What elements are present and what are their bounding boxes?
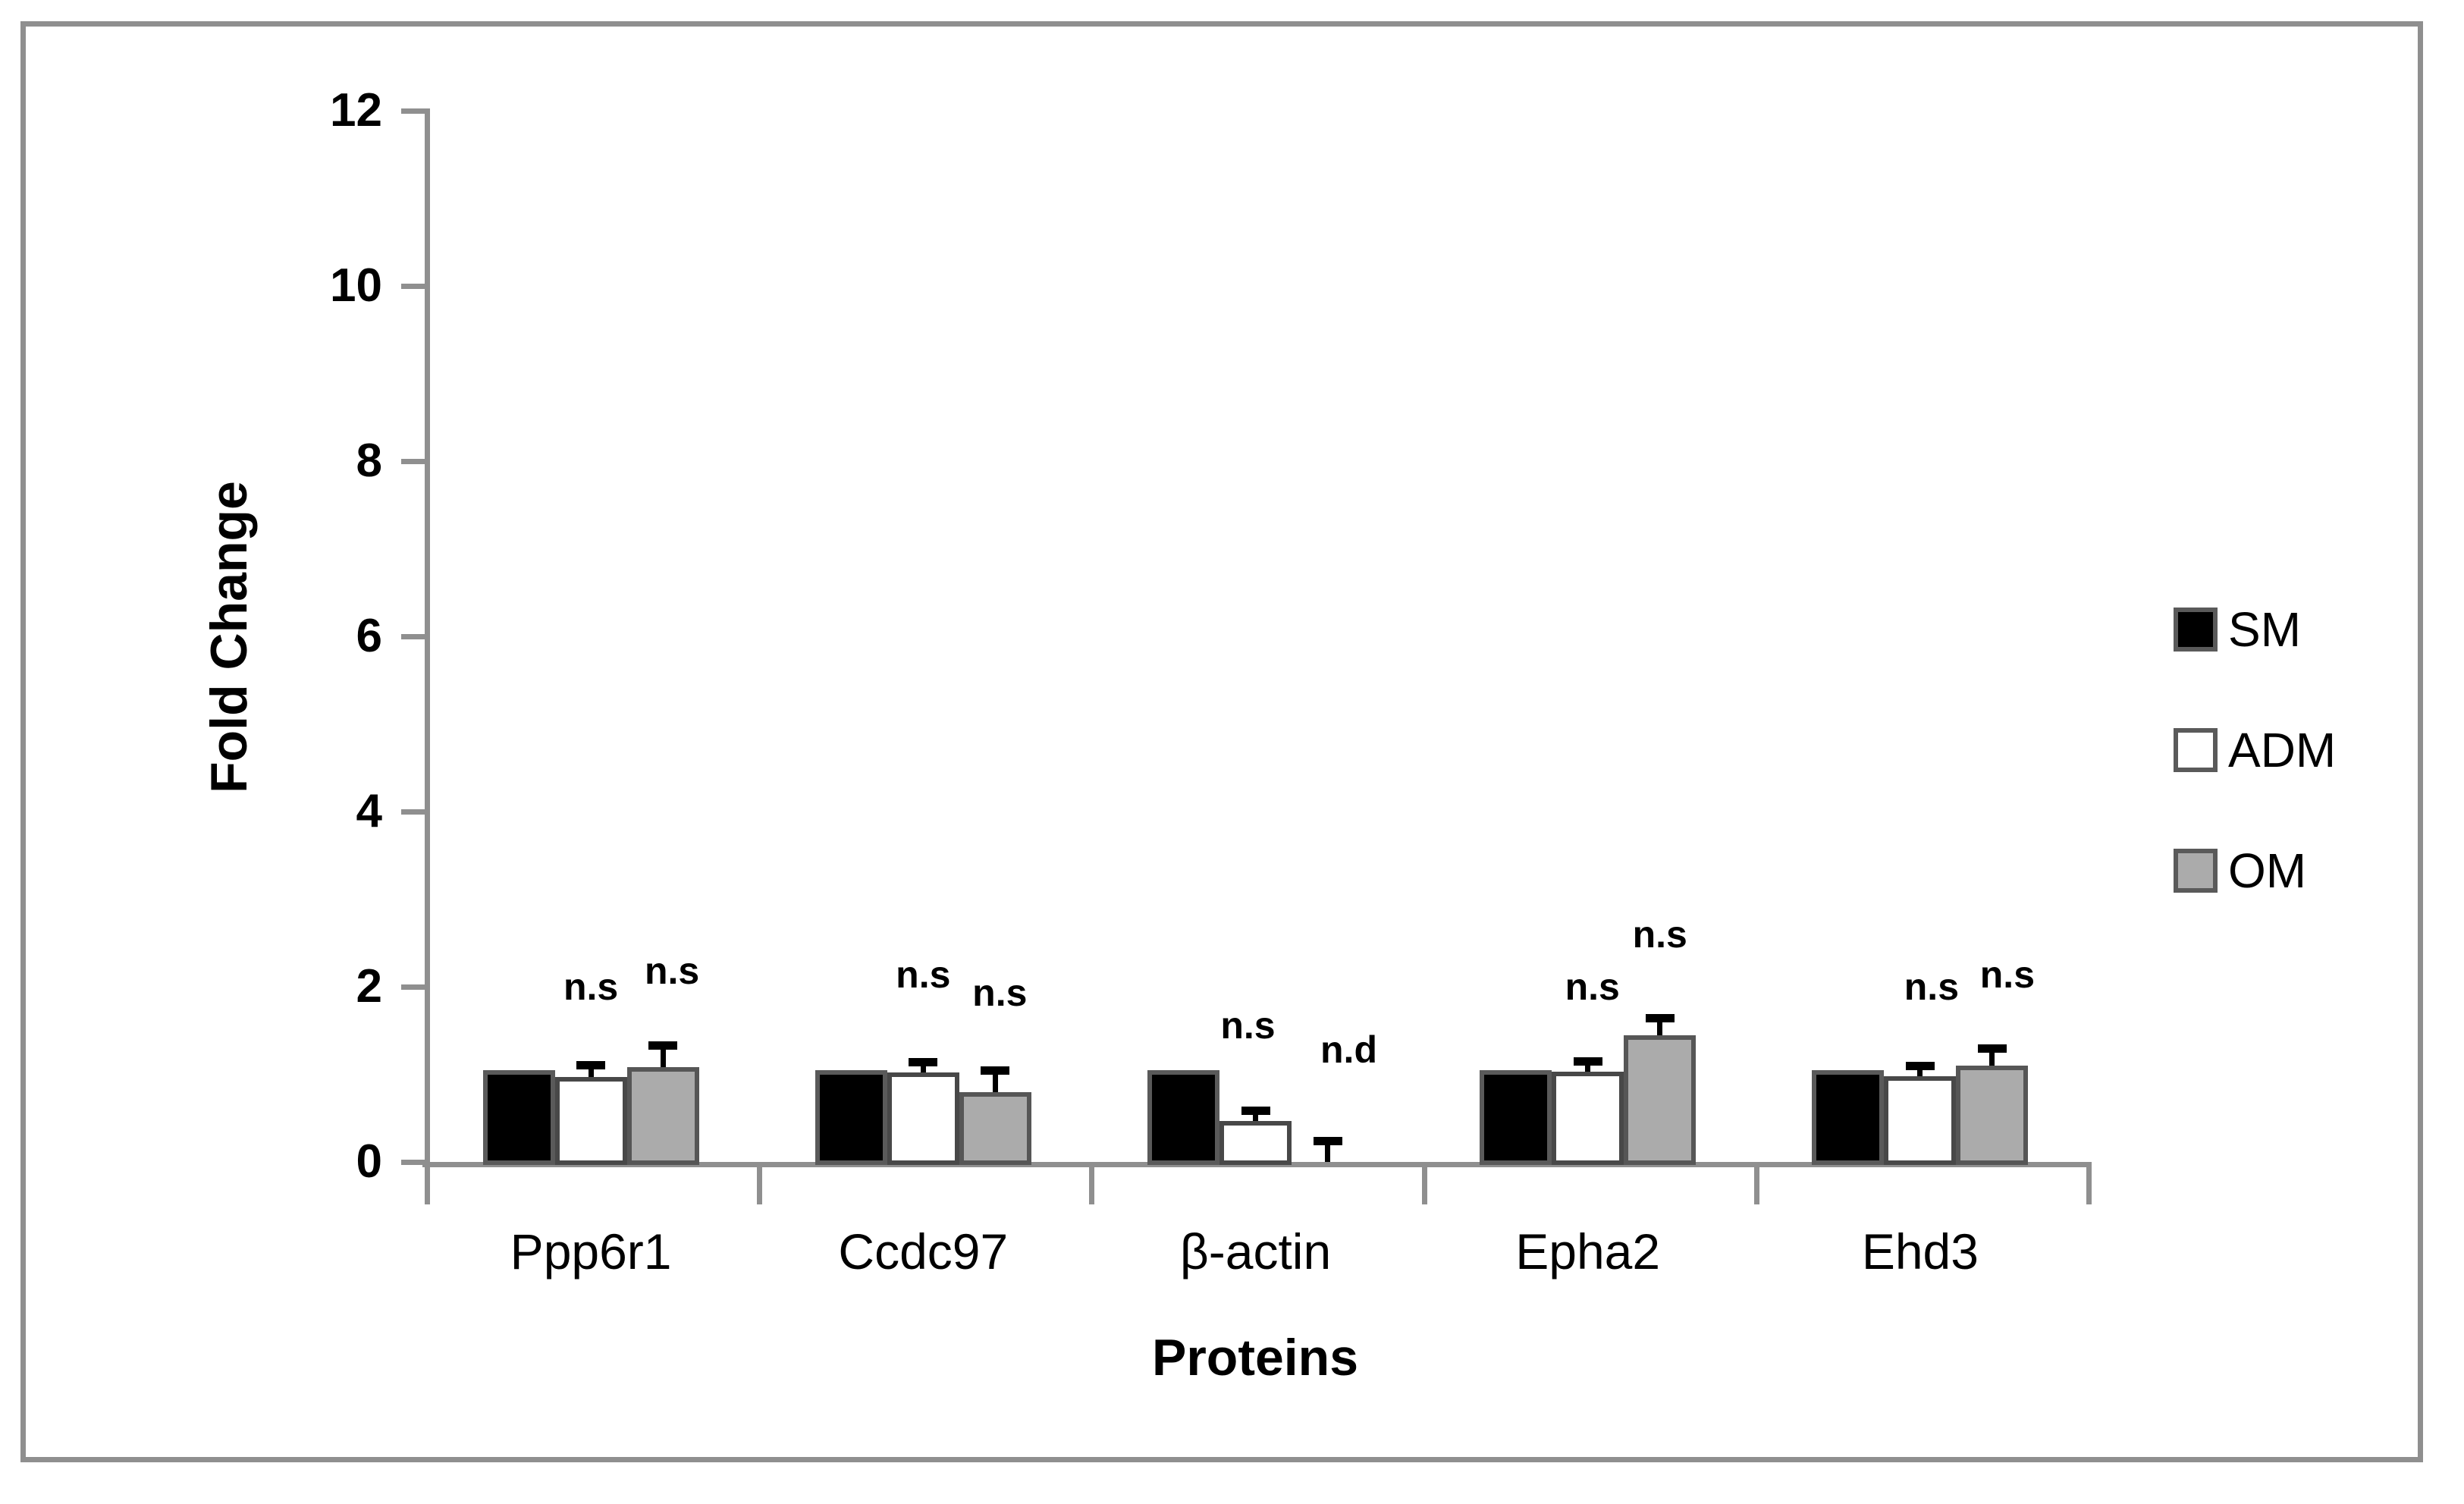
x-tick [2086,1167,2092,1204]
error-cap-OM-Ppp6r1 [648,1041,678,1050]
error-whisker-OM-Ehd3 [1989,1047,1995,1066]
annotation-ADM-Ppp6r1: n.s [563,966,619,1008]
annotation-OM-Ehd3: n.s [1979,953,2036,996]
error-cap-ADM-Ccdc97 [909,1058,938,1067]
annotation-ADM-Ehd3: n.s [1904,966,1960,1008]
error-cap-OM-Ccdc97 [981,1066,1010,1075]
error-whisker-ADM-β-actin [1253,1109,1258,1121]
x-axis-title: Proteins [1151,1329,1359,1386]
y-tick [401,634,425,639]
category-label-Epha2: Epha2 [1515,1223,1661,1279]
error-cap-OM-Epha2 [1645,1014,1675,1023]
bar-ADM-Epha2 [1552,1072,1624,1165]
error-whisker-OM-Ppp6r1 [660,1044,666,1068]
bar-SM-Epha2 [1480,1069,1552,1165]
y-tick [401,459,425,464]
legend-swatch-adm [2174,728,2218,772]
bar-SM-Ccdc97 [815,1069,887,1165]
annotation-ADM-Epha2: n.s [1565,966,1620,1008]
legend: SM ADM OM [2174,605,2336,967]
annotation-OM-Epha2: n.s [1632,912,1687,956]
error-whisker-ADM-Ppp6r1 [588,1063,594,1077]
y-tick-label-8: 8 [356,435,382,487]
y-tick [401,984,425,990]
y-tick [401,284,425,289]
y-tick-label-2: 2 [356,960,382,1013]
x-tick [757,1167,763,1204]
error-cap-ADM-Epha2 [1573,1057,1602,1066]
y-tick-label-12: 12 [330,84,382,137]
x-tick [1089,1167,1095,1204]
error-cap-ADM-Ppp6r1 [576,1060,606,1069]
legend-label-om: OM [2228,843,2307,898]
y-tick-label-0: 0 [356,1135,382,1188]
annotation-ADM-β-actin: n.s [1220,1003,1276,1047]
legend-entry-om: OM [2174,846,2336,895]
y-tick [401,108,425,114]
y-tick-label-10: 10 [330,259,382,312]
error-whisker-OM-Epha2 [1657,1017,1663,1035]
error-whisker-OM-Ccdc97 [992,1069,998,1092]
bar-OM-Ehd3 [1956,1065,2029,1165]
error-cap-ADM-β-actin [1241,1106,1270,1115]
category-label-Ppp6r1: Ppp6r1 [510,1223,672,1279]
annotation-OM-Ppp6r1: n.s [644,950,700,993]
legend-label-adm: ADM [2228,723,2337,777]
x-tick [1753,1167,1759,1204]
y-tick-label-4: 4 [356,785,382,837]
y-axis-line [425,108,430,1204]
y-tick-label-6: 6 [356,610,382,662]
bar-OM-Epha2 [1624,1035,1697,1165]
error-whisker-ADM-Ccdc97 [920,1061,926,1073]
legend-label-sm: SM [2228,602,2301,657]
error-whisker-OM-β-actin [1325,1140,1330,1162]
bar-ADM-Ppp6r1 [554,1076,627,1165]
legend-swatch-sm [2174,608,2218,652]
legend-entry-sm: SM [2174,605,2336,654]
bar-SM-β-actin [1147,1069,1219,1165]
error-cap-OM-Ehd3 [1977,1044,2007,1053]
category-label-Ccdc97: Ccdc97 [838,1223,1009,1279]
bar-SM-Ehd3 [1812,1069,1885,1165]
error-whisker-ADM-Epha2 [1585,1060,1591,1072]
category-label-β-actin: β-actin [1179,1223,1332,1279]
annotation-ADM-Ccdc97: n.s [896,953,951,996]
bar-SM-Ppp6r1 [482,1069,555,1165]
bar-OM-Ppp6r1 [626,1067,699,1165]
error-whisker-ADM-Ehd3 [1917,1064,1923,1076]
annotation-OM-β-actin: n.d [1320,1028,1377,1072]
bar-ADM-β-actin [1219,1120,1292,1165]
category-label-Ehd3: Ehd3 [1861,1223,1979,1279]
legend-swatch-om [2174,849,2218,893]
figure-border-frame [20,21,2423,1462]
legend-entry-adm: ADM [2174,726,2336,774]
annotation-OM-Ccdc97: n.s [972,972,1028,1015]
error-cap-ADM-Ehd3 [1905,1061,1935,1070]
bar-ADM-Ccdc97 [887,1072,959,1165]
bar-ADM-Ehd3 [1884,1075,1957,1165]
y-tick [401,809,425,815]
y-tick [401,1160,425,1165]
bar-OM-Ccdc97 [959,1091,1031,1165]
x-tick [1421,1167,1427,1204]
error-cap-OM-β-actin [1313,1137,1342,1146]
